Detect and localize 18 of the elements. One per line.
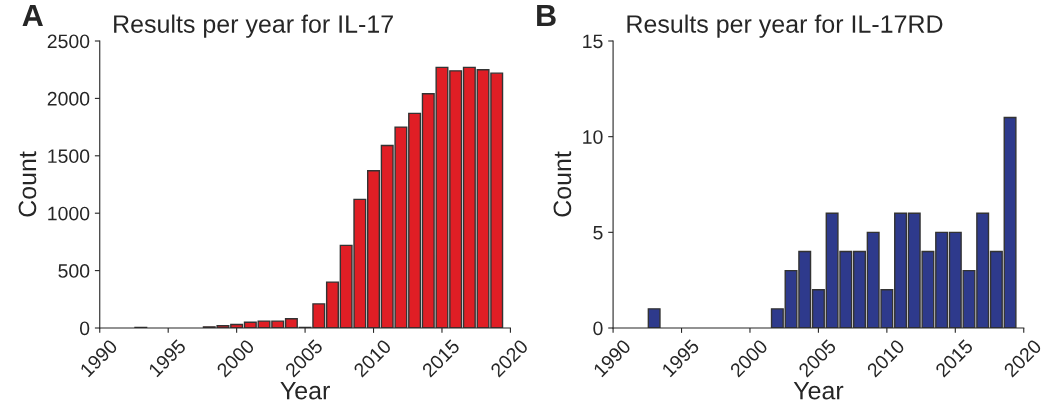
text: B bbox=[537, 5, 556, 27]
y-tick-label: 1500 bbox=[48, 149, 90, 164]
text: A bbox=[22, 5, 43, 27]
y-tick-label: 15 bbox=[583, 34, 603, 49]
y-axis-title: Count bbox=[18, 151, 37, 217]
chart-title: Results per year for IL-17RD bbox=[627, 14, 943, 38]
y-tick-label: 2000 bbox=[47, 91, 90, 106]
chart-title: Results per year for IL-17 bbox=[114, 14, 393, 38]
y-tick-label: 0 bbox=[593, 321, 603, 336]
x-axis-title: Year bbox=[793, 382, 844, 400]
y-tick-label: 500 bbox=[58, 264, 90, 278]
x-axis-title: Year bbox=[280, 382, 330, 400]
y-tick-label: 1000 bbox=[48, 206, 90, 221]
y-tick-label: 0 bbox=[79, 321, 90, 336]
y-tick-label: 2500 bbox=[47, 34, 90, 49]
y-tick-label: 5 bbox=[593, 226, 603, 240]
y-tick-label: 10 bbox=[583, 130, 603, 144]
y-axis-title: Count bbox=[553, 151, 572, 217]
